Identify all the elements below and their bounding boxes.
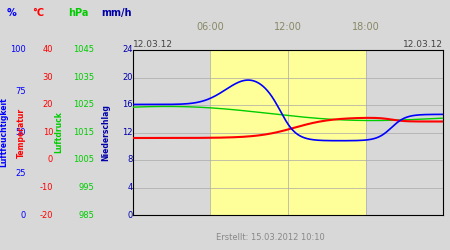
Text: 985: 985 — [79, 210, 94, 220]
Text: 1005: 1005 — [73, 156, 94, 164]
Text: 1045: 1045 — [73, 46, 94, 54]
Text: 75: 75 — [15, 87, 26, 96]
Text: 0: 0 — [127, 210, 133, 220]
Text: Erstellt: 15.03.2012 10:10: Erstellt: 15.03.2012 10:10 — [216, 234, 324, 242]
Bar — [210, 50, 365, 215]
Text: Luftdruck: Luftdruck — [54, 112, 63, 154]
Text: 100: 100 — [10, 46, 26, 54]
Text: 0: 0 — [21, 210, 26, 220]
Text: 20: 20 — [43, 100, 53, 110]
Text: 18:00: 18:00 — [352, 22, 379, 32]
Text: 12: 12 — [122, 128, 133, 137]
Text: -20: -20 — [40, 210, 53, 220]
Text: 12.03.12: 12.03.12 — [133, 40, 173, 49]
Text: hPa: hPa — [68, 8, 89, 18]
Text: 24: 24 — [122, 46, 133, 54]
Text: -10: -10 — [40, 183, 53, 192]
Text: 12.03.12: 12.03.12 — [403, 40, 443, 49]
Text: 1015: 1015 — [73, 128, 94, 137]
Text: Niederschlag: Niederschlag — [101, 104, 110, 161]
Text: 8: 8 — [127, 156, 133, 164]
Text: 12:00: 12:00 — [274, 22, 302, 32]
Text: 10: 10 — [43, 128, 53, 137]
Text: Temperatur: Temperatur — [17, 108, 26, 158]
Text: mm/h: mm/h — [101, 8, 131, 18]
Text: %: % — [6, 8, 16, 18]
Text: 995: 995 — [79, 183, 94, 192]
Text: 1035: 1035 — [73, 73, 94, 82]
Text: 4: 4 — [127, 183, 133, 192]
Text: 50: 50 — [16, 128, 26, 137]
Text: 20: 20 — [122, 73, 133, 82]
Text: 40: 40 — [43, 46, 53, 54]
Text: 0: 0 — [48, 156, 53, 164]
Text: °C: °C — [32, 8, 44, 18]
Text: 16: 16 — [122, 100, 133, 110]
Text: Luftfeuchtigkeit: Luftfeuchtigkeit — [0, 98, 8, 168]
Text: 25: 25 — [16, 169, 26, 178]
Text: 1025: 1025 — [73, 100, 94, 110]
Text: 06:00: 06:00 — [197, 22, 224, 32]
Text: 30: 30 — [42, 73, 53, 82]
